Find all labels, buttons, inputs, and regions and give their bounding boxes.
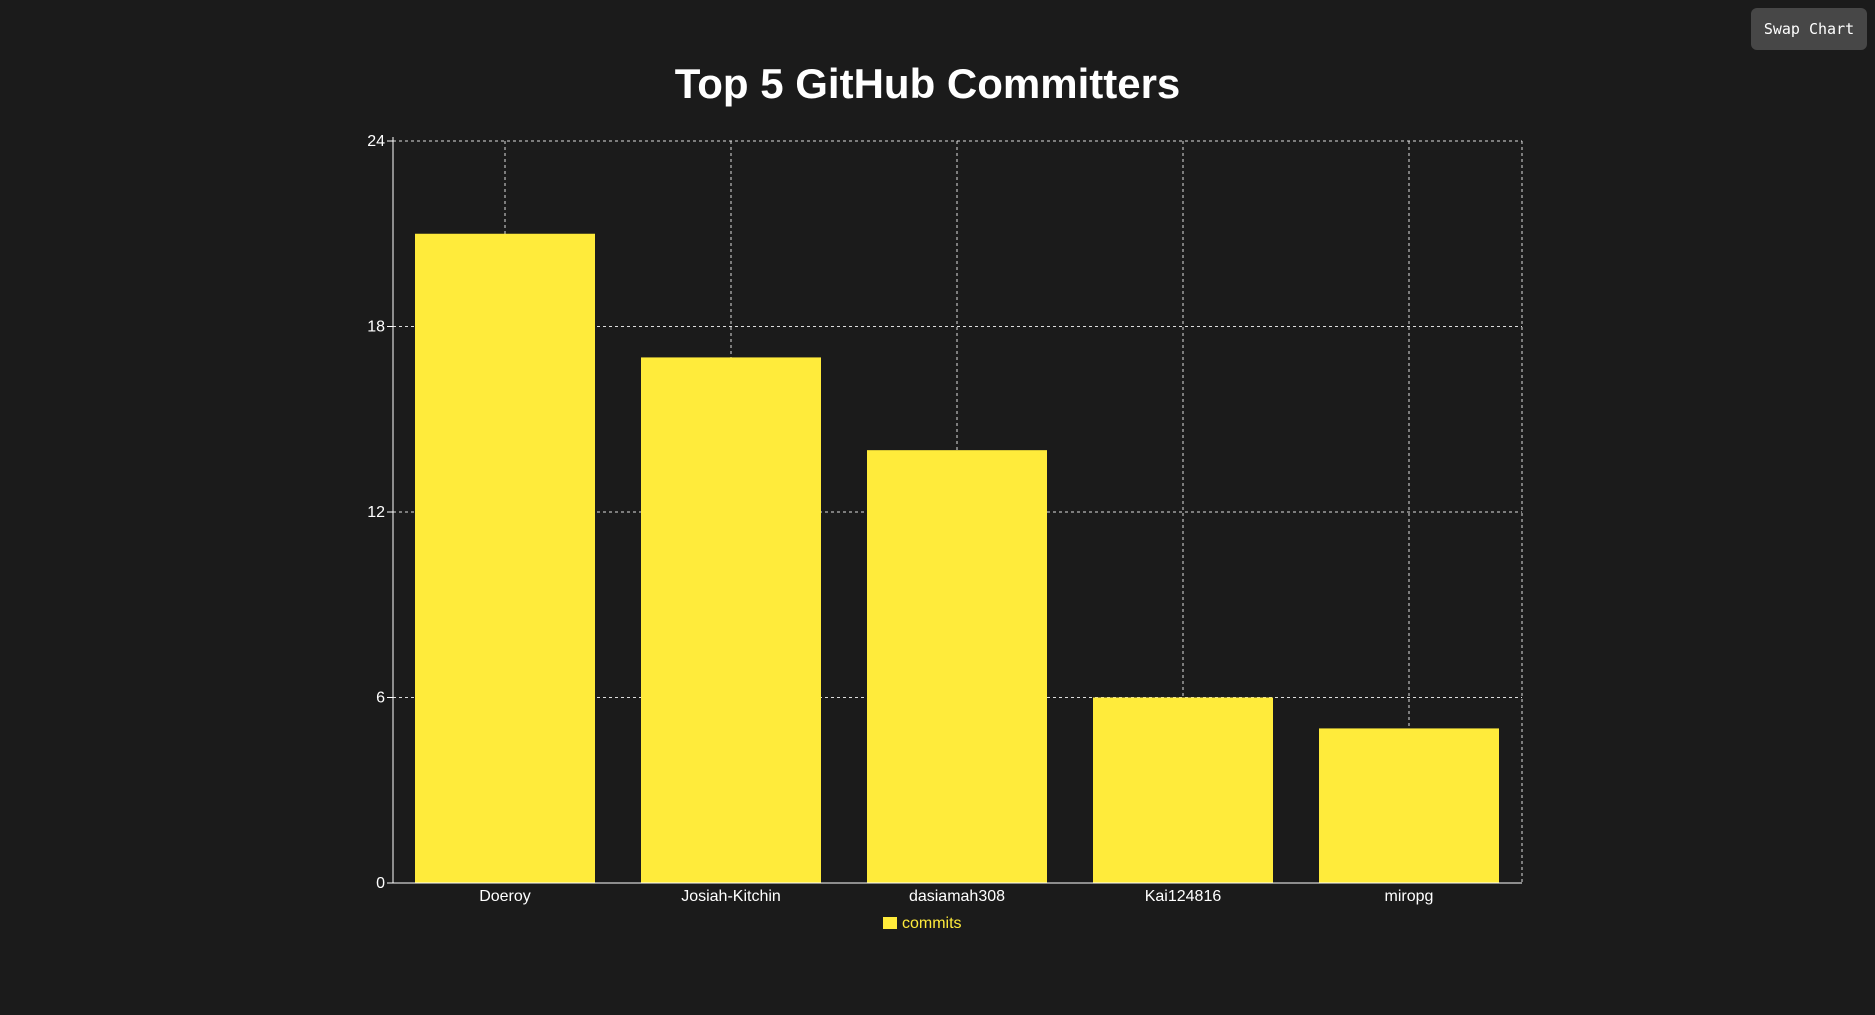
x-tick-label: Doeroy <box>479 888 531 905</box>
bar-Doeroy <box>415 233 595 883</box>
chart-title: Top 5 GitHub Committers <box>674 60 1181 107</box>
x-tick-label: Josiah-Kitchin <box>681 888 781 905</box>
legend-swatch <box>883 917 897 929</box>
bar-miropg <box>1319 728 1499 883</box>
y-tick-label: 6 <box>376 690 385 707</box>
y-tick-label: 24 <box>367 133 385 150</box>
axes: 0 6 12 18 24 Doeroy Josiah-Kitchin dasiamah308 K… <box>367 133 1522 905</box>
y-tick-label: 12 <box>367 504 385 521</box>
x-tick-label: Kai124816 <box>1145 888 1222 905</box>
swap-chart-button[interactable]: Swap Chart <box>1751 8 1867 50</box>
legend: commits <box>883 915 962 932</box>
y-tick-label: 0 <box>376 875 385 892</box>
bar-Kai124816 <box>1093 697 1273 883</box>
legend-label: commits <box>902 915 962 932</box>
bars <box>415 233 1499 884</box>
y-tick-label: 18 <box>367 319 385 336</box>
x-tick-label: miropg <box>1385 888 1434 905</box>
x-tick-label: dasiamah308 <box>909 888 1005 905</box>
bar-Josiah-Kitchin <box>641 357 821 884</box>
bar-dasiamah308 <box>867 450 1047 883</box>
